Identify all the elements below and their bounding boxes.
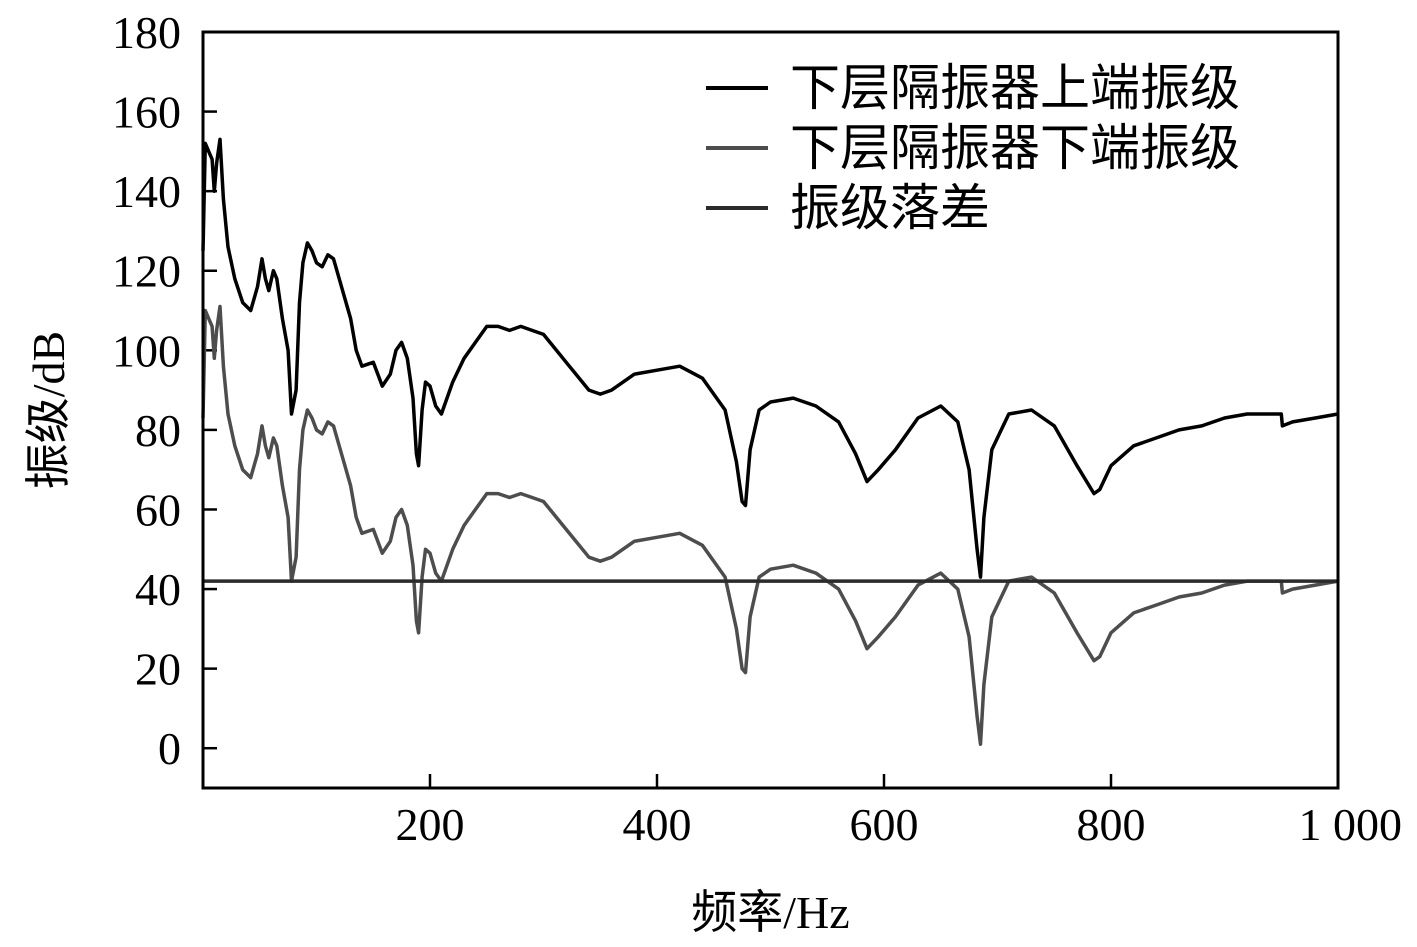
y-tick-label: 80 (135, 405, 181, 456)
y-tick-label: 0 (158, 723, 181, 774)
y-tick-label: 120 (112, 246, 181, 297)
x-ticks: 200 400 600 800 1 000 (396, 774, 1403, 850)
x-tick-label: 800 (1077, 799, 1146, 850)
y-tick-label: 160 (112, 87, 181, 138)
x-tick-label: 600 (850, 799, 919, 850)
y-tick-label: 100 (112, 325, 181, 376)
y-ticks: 0 20 40 60 80 100 120 140 160 180 (112, 7, 217, 774)
series-lines (201, 137, 1339, 746)
plot-frame (201, 30, 1340, 790)
x-axis-title: 频率/Hz (691, 887, 849, 938)
legend-label: 振级落差 (790, 180, 990, 236)
x-tick-label: 400 (623, 799, 692, 850)
x-tick-label: 1 000 (1299, 799, 1403, 850)
y-tick-label: 60 (135, 484, 181, 535)
legend-label: 下层隔振器下端振级 (790, 120, 1240, 176)
series-line-2 (201, 304, 1339, 746)
legend-label: 下层隔振器上端振级 (790, 60, 1240, 116)
x-tick-label: 200 (396, 799, 465, 850)
y-tick-label: 140 (112, 166, 181, 217)
y-tick-label: 180 (112, 7, 181, 58)
y-tick-label: 40 (135, 564, 181, 615)
y-axis-title: 振级/dB (23, 331, 74, 489)
y-tick-label: 20 (135, 644, 181, 695)
series-line-1 (201, 137, 1339, 579)
